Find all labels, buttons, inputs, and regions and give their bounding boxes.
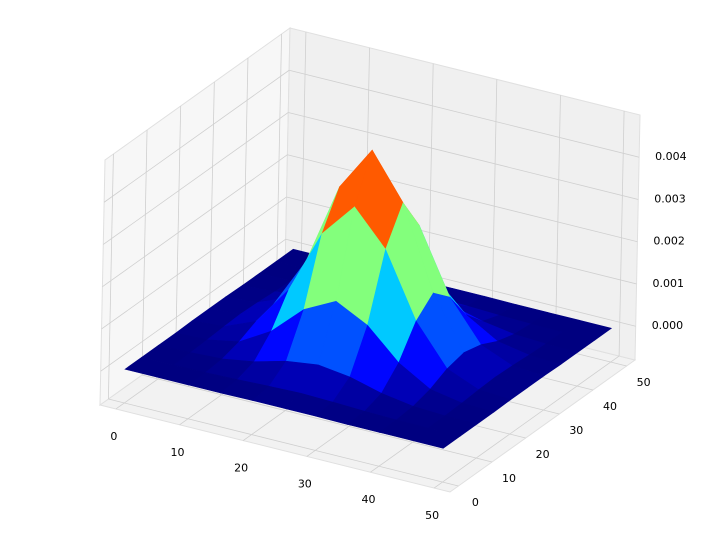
grid-line [102, 154, 288, 288]
grid-line [242, 57, 249, 304]
z-tick-label: 0.003 [654, 192, 686, 205]
y-tick-label: 30 [569, 424, 583, 437]
y-tick-label: 40 [603, 400, 617, 413]
grid-line [300, 31, 307, 277]
grid-line [208, 81, 215, 328]
x-tick-label: 30 [298, 477, 312, 490]
grid-line [108, 153, 114, 400]
z-tick-label: 0.004 [655, 150, 687, 163]
x-tick-label: 50 [425, 509, 439, 522]
grid-line [103, 112, 289, 245]
grid-line [108, 398, 459, 487]
grid-line [141, 374, 493, 463]
grid-line [276, 33, 282, 280]
x-tick-label: 0 [110, 430, 117, 443]
grid-line [433, 355, 620, 489]
grid-line [289, 69, 640, 158]
z-tick-label: 0.000 [652, 319, 684, 332]
grid-line [287, 154, 638, 243]
grid-line [555, 95, 561, 341]
grid-line [141, 129, 148, 376]
grid-line [288, 112, 639, 200]
grid-line [618, 111, 625, 357]
x-tick-label: 10 [171, 446, 185, 459]
grid-line [100, 238, 286, 372]
grid-line [101, 196, 287, 330]
surface-face [410, 427, 461, 449]
z-tick-label: 0.001 [653, 277, 685, 290]
grid-line [103, 69, 290, 203]
y-tick-label: 50 [637, 376, 651, 389]
x-tick-label: 40 [361, 493, 375, 506]
y-tick-label: 10 [502, 472, 516, 485]
grid-line [175, 105, 182, 352]
y-tick-label: 0 [472, 496, 479, 509]
z-tick-label: 0.002 [653, 235, 685, 248]
x-tick-label: 20 [234, 462, 248, 475]
grid-line [491, 79, 498, 325]
y-tick-label: 20 [536, 448, 550, 461]
